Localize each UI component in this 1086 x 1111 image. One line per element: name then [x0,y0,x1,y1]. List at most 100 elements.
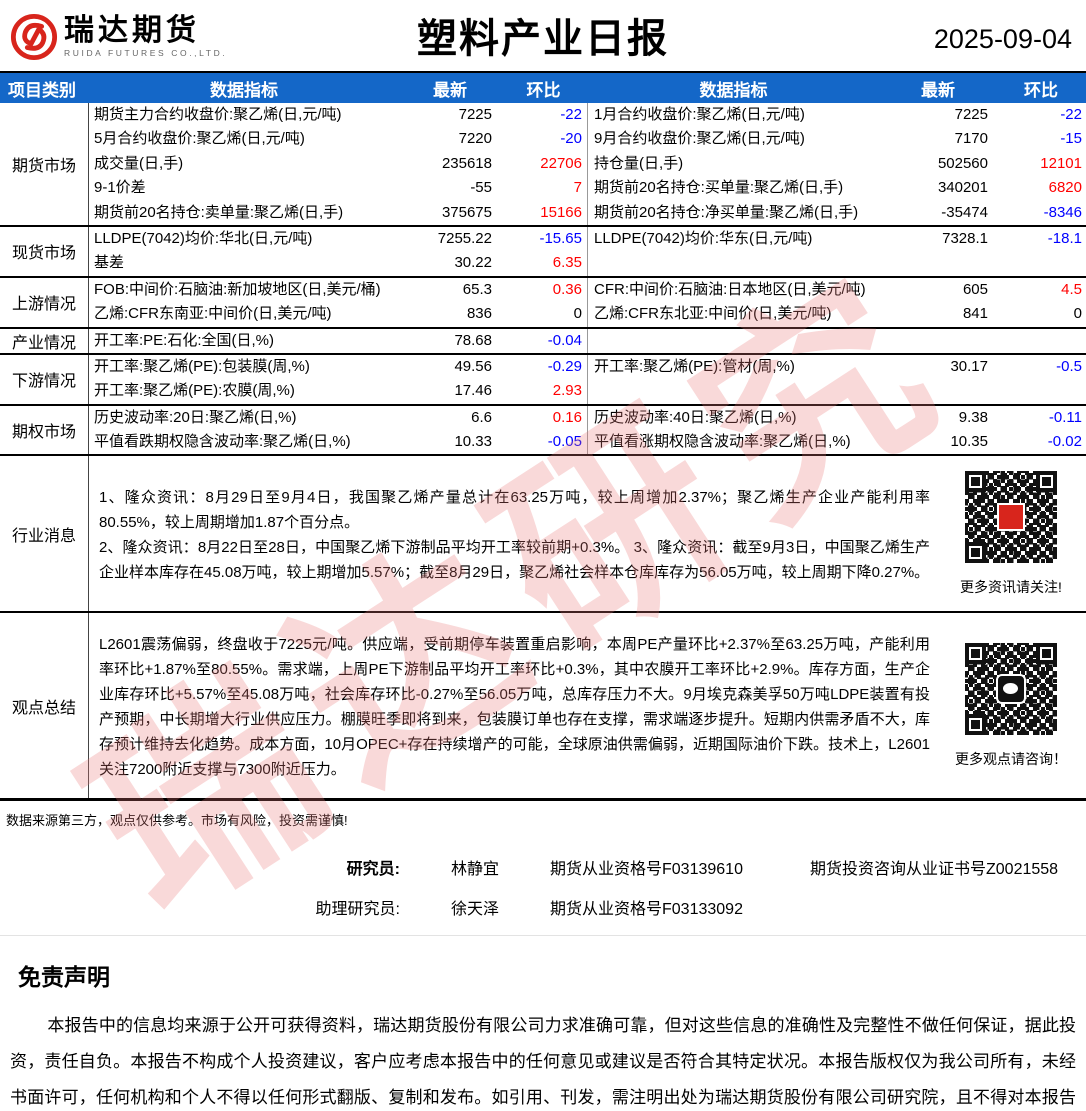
category-label: 产业情况 [0,328,89,353]
change-value: 4.5 [1061,280,1082,298]
section-spot-market: 现货市场 LLDPE(7042)均价:华北(日,元/吨) 7255.22 -15… [0,224,1086,276]
latest-value: 10.33 [454,433,492,451]
indicator-label: 平值看涨期权隐含波动率:聚乙烯(日,%) [594,433,851,451]
latest-value: 375675 [441,203,492,221]
table-row: 基差 30.22 6.35 [89,251,1086,276]
indicator-label: 开工率:聚乙烯(PE):管材(周,%) [594,357,795,375]
latest-value: 841 [962,305,988,323]
col-category: 项目类别 [8,80,76,100]
news-paragraph: 2、隆众资讯：8月22日至28日，中国聚乙烯下游制品平均开工率较前期+0.3%。… [99,538,930,581]
change-value: -22 [1060,106,1082,124]
latest-value: 9.38 [958,408,988,426]
researcher-row: 研究员: 林静宜 期货从业资格号F03139610 期货投资咨询从业证书号Z00… [0,855,1086,879]
indicator-label: CFR:中间价:石脑油:日本地区(日,美元/吨) [594,280,866,298]
latest-value: 7328.1 [942,230,988,248]
indicator-label: 9月合约收盘价:聚乙烯(日,元/吨) [594,130,805,148]
latest-value: 17.46 [454,382,492,400]
table-row: LLDPE(7042)均价:华北(日,元/吨) 7255.22 -15.65 L… [89,226,1086,252]
section-industry: 产业情况 开工率:PE:石化:全国(日,%) 78.68 -0.04 [0,326,1086,353]
change-value: -18.1 [1047,230,1082,248]
change-value: 12101 [1040,154,1082,172]
table-row: 5月合约收盘价:聚乙烯(日,元/吨) 7220 -20 9月合约收盘价:聚乙烯(… [89,127,1086,152]
latest-value: 7220 [458,130,492,148]
category-label: 期权市场 [0,405,89,455]
assistant-cert: 期货从业资格号F03133092 [550,901,743,919]
change-value: -0.29 [501,354,588,380]
latest-value: 30.22 [454,254,492,272]
news-paragraph: 1、隆众资讯：8月29日至9月4日，我国聚乙烯产量总计在63.25万吨，较上周增… [99,488,930,531]
change-value: -15 [1060,130,1082,148]
change-value: 2.93 [501,379,588,404]
latest-value: 235618 [441,154,492,172]
table-row: FOB:中间价:石脑油:新加坡地区(日,美元/桶) 65.3 0.36 CFR:… [89,277,1086,303]
researchers: 研究员: 林静宜 期货从业资格号F03139610 期货投资咨询从业证书号Z00… [0,855,1086,919]
category-label: 上游情况 [0,277,89,327]
latest-value: 30.17 [950,357,988,375]
ruida-logo-icon [10,13,58,61]
indicator-label: LLDPE(7042)均价:华北(日,元/吨) [94,230,313,248]
disclaimer-body: 本报告中的信息均来源于公开可获得资料，瑞达期货股份有限公司力求准确可靠，但对这些… [10,1016,1076,1108]
table-row: 开工率:聚乙烯(PE):农膜(周,%) 17.46 2.93 [89,379,1086,404]
table-row: 期货主力合约收盘价:聚乙烯(日,元/吨) 7225 -22 1月合约收盘价:聚乙… [89,103,1086,128]
col-change: 环比 [526,80,561,100]
section-options-market: 期权市场 历史波动率:20日:聚乙烯(日,%) 6.6 0.16 历史波动率:4… [0,403,1086,455]
col-change: 环比 [1024,80,1058,100]
change-value: -8346 [1043,203,1082,221]
category-label: 下游情况 [0,354,89,404]
table-row: 9-1价差 -55 7 期货前20名持仓:买单量:聚乙烯(日,手) 340201… [89,176,1086,201]
col-latest: 最新 [433,80,467,100]
indicator-label: 历史波动率:40日:聚乙烯(日,%) [594,408,797,426]
qr-code-news [965,470,1057,563]
indicator-label: 成交量(日,手) [94,154,184,172]
change-value: 15166 [501,200,588,225]
table-row: 历史波动率:20日:聚乙烯(日,%) 6.6 0.16 历史波动率:40日:聚乙… [89,405,1086,431]
latest-value: 7225 [954,106,988,124]
latest-value: 340201 [937,179,988,197]
indicator-label: 1月合约收盘价:聚乙烯(日,元/吨) [594,106,805,124]
indicator-label: 9-1价差 [94,179,146,197]
report-date: 2025-09-04 [933,24,1072,54]
page-title: 塑料产业日报 [417,17,669,61]
indicator-label: 期货前20名持仓:净买单量:聚乙烯(日,手) [594,203,859,221]
category-label: 现货市场 [0,226,89,276]
col-latest: 最新 [921,80,955,100]
summary-paragraph: L2601震荡偏弱，终盘收于7225元/吨。供应端，受前期停车装置重启影响，本周… [99,635,930,778]
category-label: 行业消息 [0,456,89,612]
change-value: 0.16 [501,405,588,431]
latest-value: 7255.22 [437,230,492,248]
latest-value: 605 [962,280,988,298]
indicator-label: 历史波动率:20日:聚乙烯(日,%) [94,408,297,426]
data-table: 项目类别 数据指标 最新 环比 数据指标 最新 环比 期货市场 期货主力合约收盘… [0,71,1086,802]
table-row: 开工率:聚乙烯(PE):包装膜(周,%) 49.56 -0.29 开工率:聚乙烯… [89,354,1086,380]
change-value: 22706 [501,151,588,177]
qr-caption: 更多观点请咨询！ [955,752,1067,768]
change-value: 0 [1073,305,1082,323]
latest-value: 836 [466,305,492,323]
change-value: -0.04 [501,328,588,353]
change-value: 6820 [1048,179,1082,197]
researcher-row: 助理研究员: 徐天泽 期货从业资格号F03133092 [0,895,1086,919]
researcher-cert: 期货从业资格号F03139610 [550,861,743,879]
category-label: 期货市场 [0,103,89,225]
disclaimer-title: 免责声明 [18,964,110,991]
latest-value: -55 [470,179,492,197]
change-value: -0.11 [1048,408,1082,426]
table-row: 开工率:PE:石化:全国(日,%) 78.68 -0.04 [89,328,1086,353]
change-value: -15.65 [501,226,588,252]
category-label: 观点总结 [0,613,89,799]
table-header-row: 项目类别 数据指标 最新 环比 数据指标 最新 环比 [0,71,1086,103]
change-value: -0.05 [501,430,588,455]
indicator-label: 基差 [94,254,125,272]
latest-value: 6.6 [471,408,492,426]
risk-note: 数据来源第三方，观点仅供参考。市场有风险，投资需谨慎! [6,813,348,829]
indicator-label: FOB:中间价:石脑油:新加坡地区(日,美元/桶) [94,280,381,298]
qr-caption: 更多资讯请关注! [960,578,1062,595]
researcher-extra-cert: 期货投资咨询从业证书号Z0021558 [810,861,1059,879]
indicator-label: 开工率:聚乙烯(PE):包装膜(周,%) [94,357,310,375]
table-row: 期货前20名持仓:卖单量:聚乙烯(日,手) 375675 15166 期货前20… [89,200,1086,225]
latest-value: 7170 [954,130,988,148]
latest-value: -35474 [941,203,988,221]
indicator-label: 期货主力合约收盘价:聚乙烯(日,元/吨) [94,106,342,124]
change-value: -0.02 [1047,433,1082,451]
